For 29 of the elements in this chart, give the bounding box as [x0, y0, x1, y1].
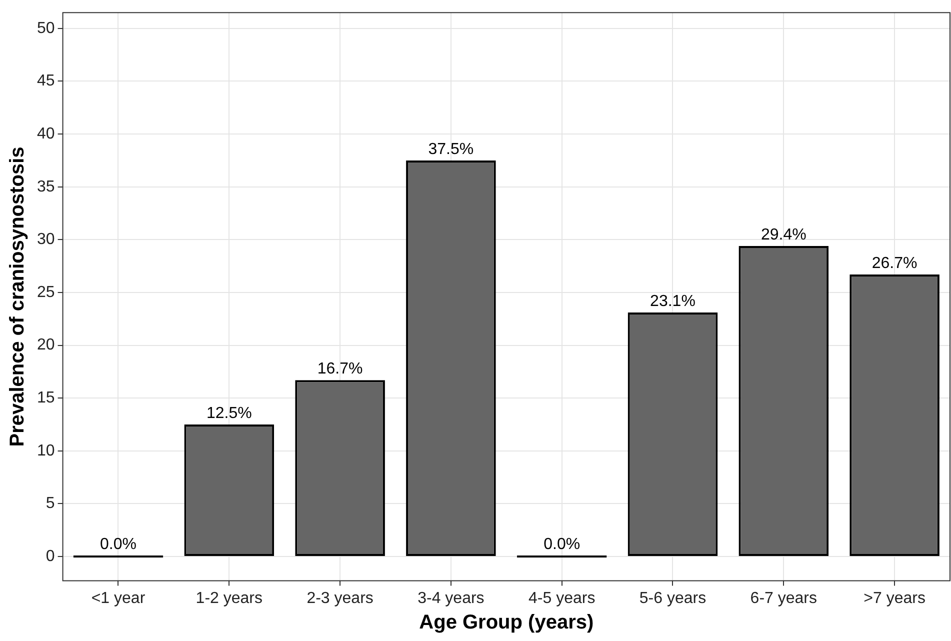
x-tick-label: 1-2 years: [196, 590, 262, 607]
data-label: 12.5%: [206, 404, 252, 422]
y-axis-title: Prevalence of craniosynostosis: [6, 146, 29, 447]
y-tick-label: 0: [46, 548, 55, 565]
data-label: 16.7%: [317, 360, 363, 378]
x-axis-title: Age Group (years): [419, 612, 594, 634]
y-tick-label: 45: [37, 72, 55, 90]
x-tick-label: 4-5 years: [528, 590, 596, 607]
x-tick-label: 2-3 years: [306, 590, 374, 607]
y-tick-label: 20: [37, 336, 55, 354]
y-tick-label: 25: [37, 284, 55, 301]
x-tick-label: 6-7 years: [750, 590, 817, 607]
data-label: 29.4%: [760, 226, 806, 244]
data-label: 0.0%: [100, 536, 136, 553]
y-tick-label: 30: [37, 231, 55, 248]
y-tick-label: 35: [37, 178, 55, 196]
x-tick-label: <1 year: [91, 590, 146, 607]
y-tick-label: 10: [37, 442, 55, 460]
x-tick-label: 5-6 years: [639, 590, 706, 607]
data-label: 0.0%: [544, 536, 580, 553]
x-tick-label: >7 years: [864, 590, 926, 607]
y-tick-label: 50: [37, 20, 55, 37]
y-tick-label: 40: [37, 125, 55, 142]
data-label: 37.5%: [428, 140, 474, 158]
y-tick-label: 15: [37, 389, 55, 406]
data-label: 26.7%: [872, 254, 918, 272]
data-label: 23.1%: [650, 292, 696, 310]
y-tick-label: 5: [46, 495, 55, 512]
x-tick-label: 3-4 years: [418, 590, 484, 607]
